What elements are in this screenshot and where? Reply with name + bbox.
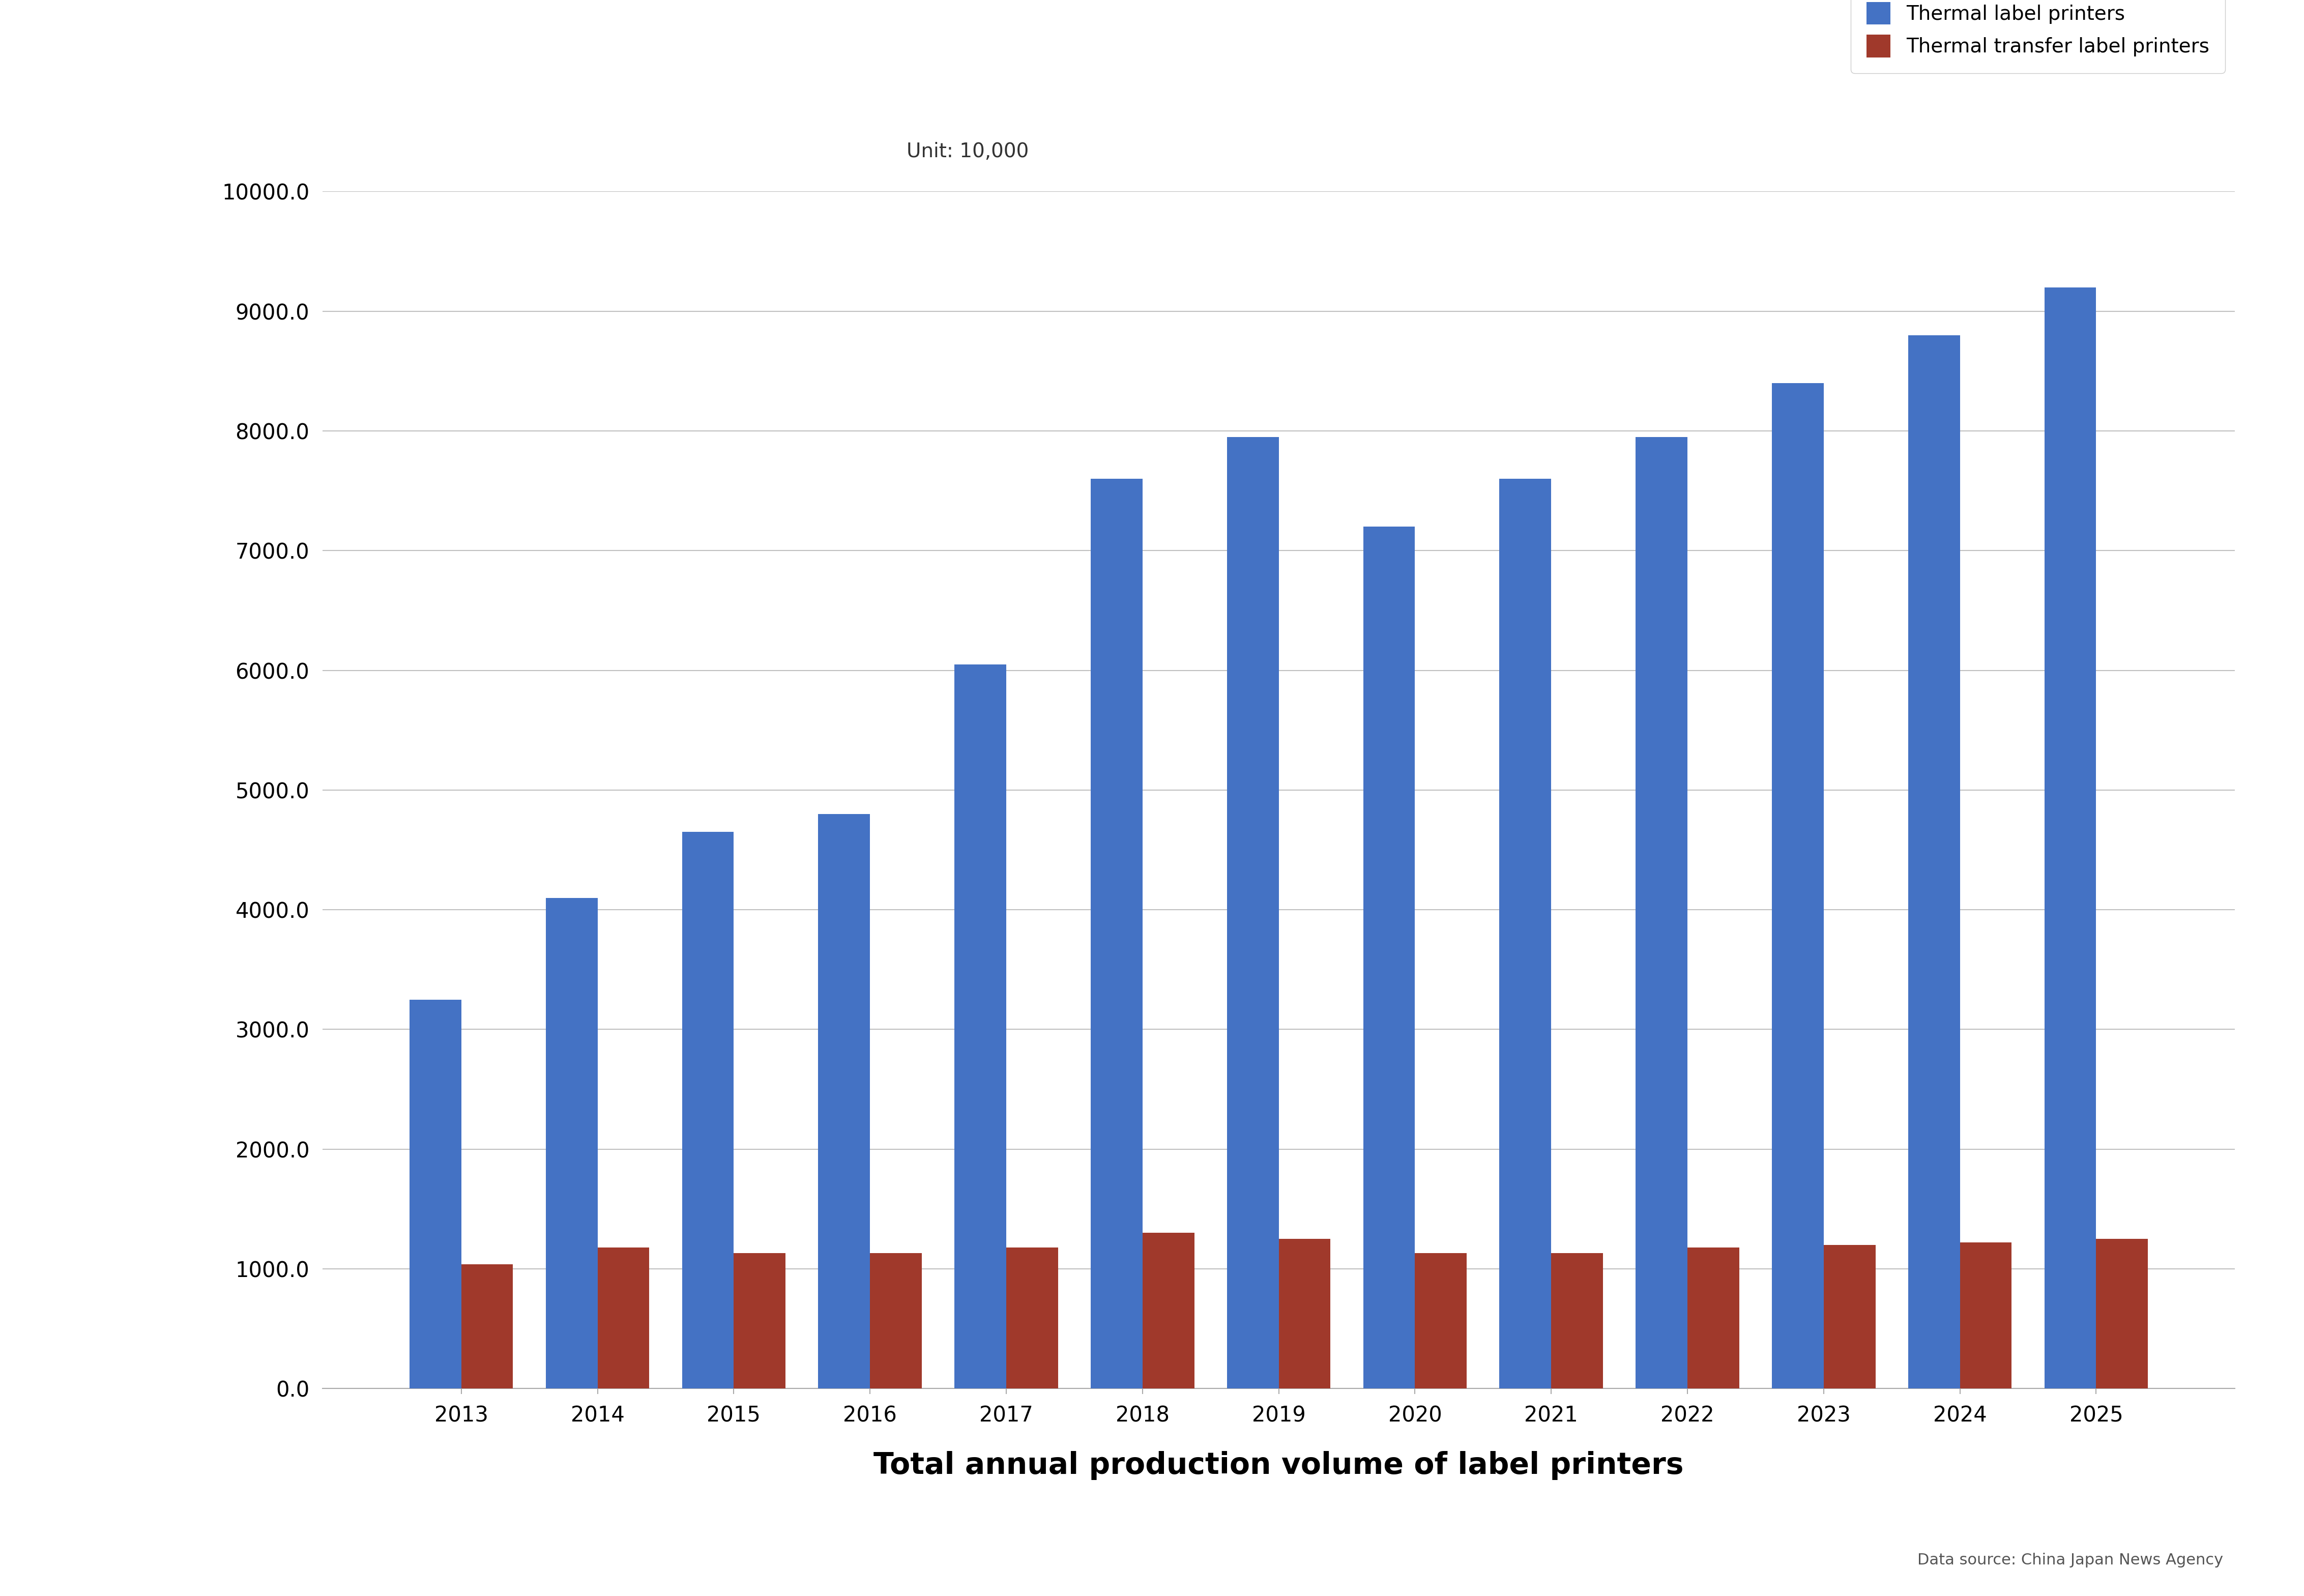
Bar [682,832,733,1389]
Bar [1908,335,1961,1389]
Bar [546,897,597,1389]
Bar [1279,1238,1329,1389]
Bar [871,1253,922,1389]
Bar [1772,383,1825,1389]
Text: Unit: 10,000: Unit: 10,000 [905,142,1030,161]
Bar [597,1248,650,1389]
Bar [410,999,461,1389]
Bar [2097,1238,2147,1389]
Bar [733,1253,786,1389]
X-axis label: Total annual production volume of label printers: Total annual production volume of label … [873,1451,1684,1479]
Text: Data source: China Japan News Agency: Data source: China Japan News Agency [1917,1553,2223,1567]
Bar [1687,1248,1740,1389]
Bar [954,664,1007,1389]
Bar [1961,1242,2011,1389]
Bar [1090,479,1143,1389]
Bar [2044,287,2097,1389]
Bar [1636,437,1687,1389]
Bar [1551,1253,1604,1389]
Legend: Thermal label printers, Thermal transfer label printers: Thermal label printers, Thermal transfer… [1850,0,2226,73]
Bar [1228,437,1279,1389]
Bar [1007,1248,1058,1389]
Bar [1364,527,1415,1389]
Bar [1143,1232,1193,1389]
Bar [1825,1245,1875,1389]
Bar [461,1264,514,1389]
Bar [1415,1253,1468,1389]
Bar [818,814,871,1389]
Bar [1500,479,1551,1389]
